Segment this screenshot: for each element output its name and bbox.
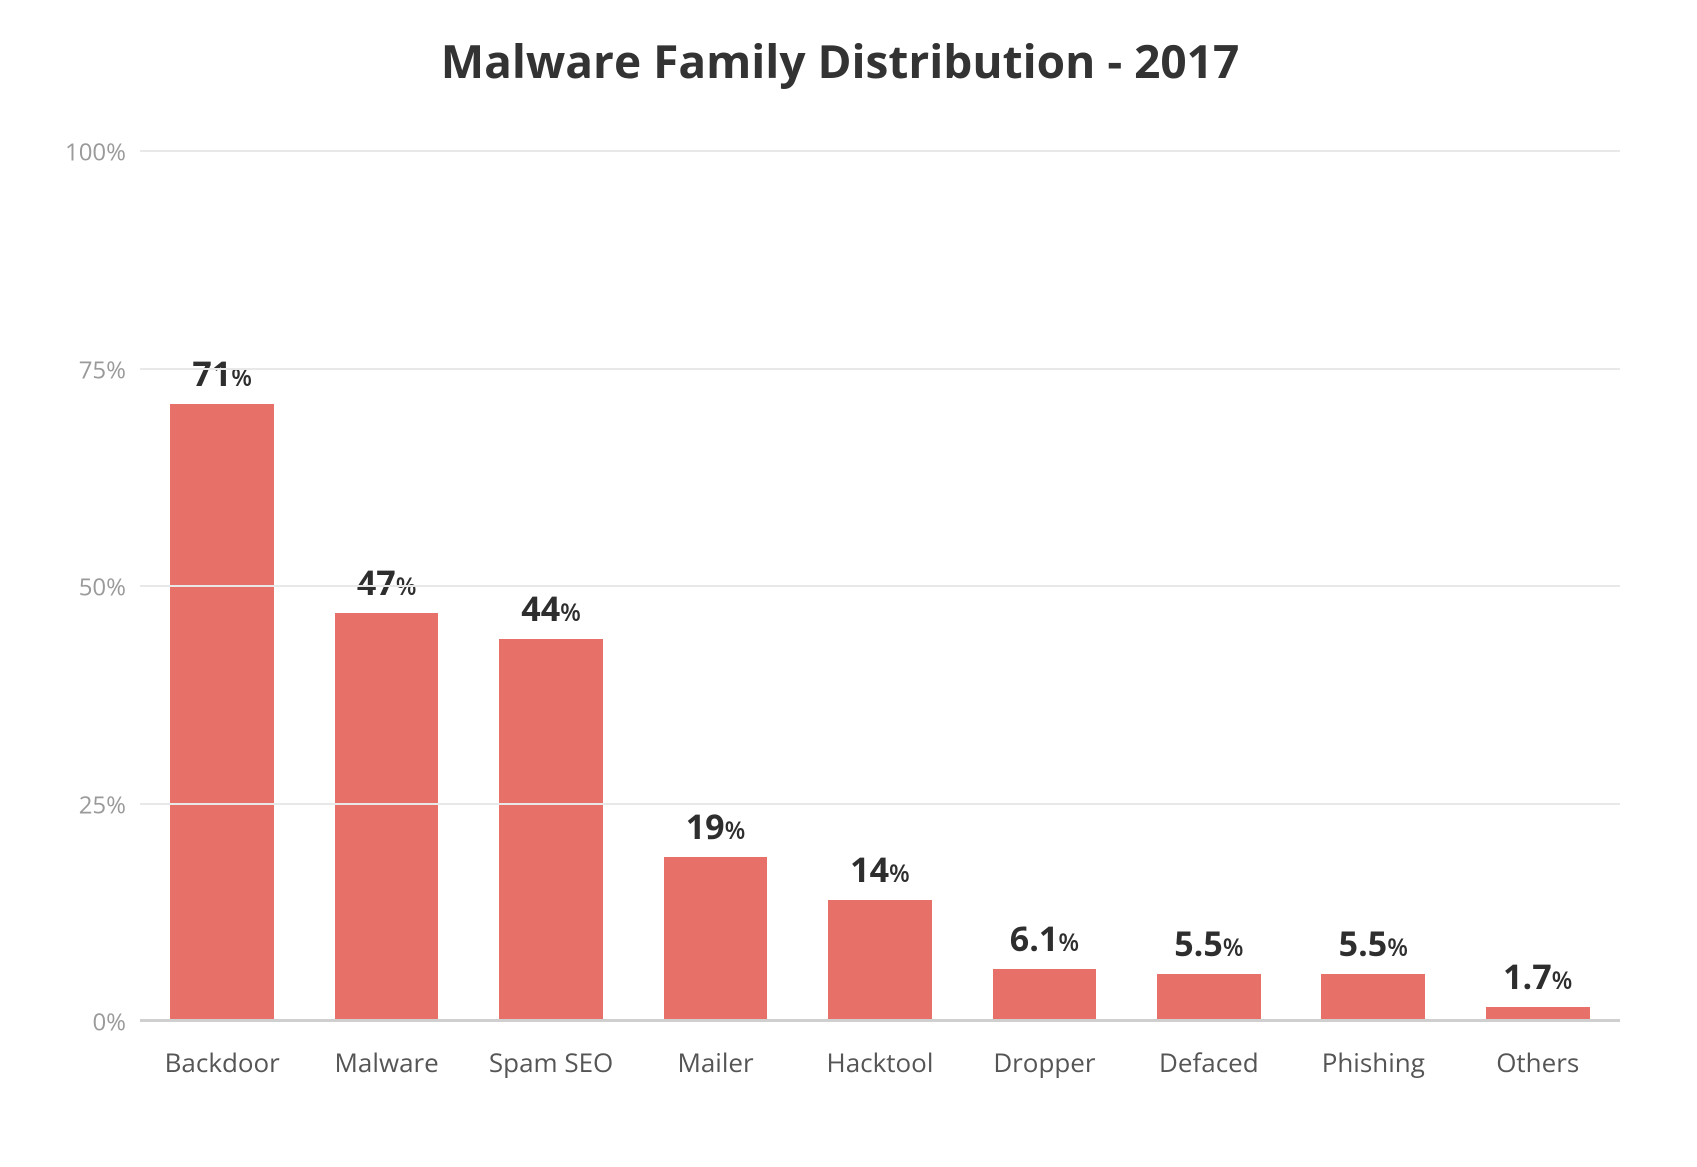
x-tick-label: Spam SEO: [469, 1044, 633, 1080]
bar-value-label: 5.5%: [1174, 920, 1243, 966]
y-tick-label: 0%: [92, 1006, 126, 1039]
y-tick-label: 75%: [79, 353, 126, 386]
bar-slot: 14%: [798, 152, 962, 1022]
x-tick-label: Phishing: [1291, 1044, 1455, 1080]
bar-slot: 19%: [633, 152, 797, 1022]
gridline: [140, 368, 1620, 370]
bar: 5.5%: [1321, 974, 1425, 1022]
plot-area: 71%47%44%19%14%6.1%5.5%5.5%1.7% Backdoor…: [140, 152, 1620, 1022]
bar-value-label: 44%: [521, 585, 581, 631]
bar-value-label: 19%: [686, 803, 746, 849]
x-tick-label: Dropper: [962, 1044, 1126, 1080]
x-tick-label: Malware: [304, 1044, 468, 1080]
bar: 6.1%: [993, 969, 1097, 1022]
bar-slot: 5.5%: [1291, 152, 1455, 1022]
bar-value-label: 5.5%: [1339, 920, 1408, 966]
bar-slot: 1.7%: [1456, 152, 1620, 1022]
bar: 19%: [664, 857, 768, 1022]
x-axis: BackdoorMalwareSpam SEOMailerHacktoolDro…: [140, 1044, 1620, 1080]
y-tick-label: 50%: [79, 571, 126, 604]
bar-value-label: 71%: [192, 350, 252, 396]
bar-value-label: 14%: [850, 846, 910, 892]
bars-container: 71% 47% 44% 19% 14% 6.1% 5.5% 5.5% 1.7%: [140, 152, 1620, 1022]
bar-value-label: 47%: [357, 559, 417, 605]
gridline: [140, 585, 1620, 587]
x-tick-label: Others: [1456, 1044, 1620, 1080]
bar-slot: 5.5%: [1127, 152, 1291, 1022]
chart-title: Malware Family Distribution - 2017: [60, 30, 1620, 92]
chart-container: Malware Family Distribution - 2017 71% 47…: [60, 30, 1620, 1022]
bar: 44%: [499, 639, 603, 1022]
bar-slot: 44%: [469, 152, 633, 1022]
bar-slot: 71%: [140, 152, 304, 1022]
x-tick-label: Hacktool: [798, 1044, 962, 1080]
bar: 47%: [335, 613, 439, 1022]
gridline: [140, 803, 1620, 805]
y-tick-label: 25%: [79, 788, 126, 821]
x-tick-label: Mailer: [633, 1044, 797, 1080]
bar: 14%: [828, 900, 932, 1022]
bar-slot: 6.1%: [962, 152, 1126, 1022]
bar: 5.5%: [1157, 974, 1261, 1022]
bar: 71%: [170, 404, 274, 1022]
x-baseline: [140, 1019, 1620, 1022]
y-tick-label: 100%: [65, 136, 126, 169]
bar-slot: 47%: [304, 152, 468, 1022]
x-tick-label: Defaced: [1127, 1044, 1291, 1080]
bar-value-label: 6.1%: [1010, 915, 1079, 961]
x-tick-label: Backdoor: [140, 1044, 304, 1080]
gridline: [140, 150, 1620, 152]
bar-value-label: 1.7%: [1503, 953, 1572, 999]
